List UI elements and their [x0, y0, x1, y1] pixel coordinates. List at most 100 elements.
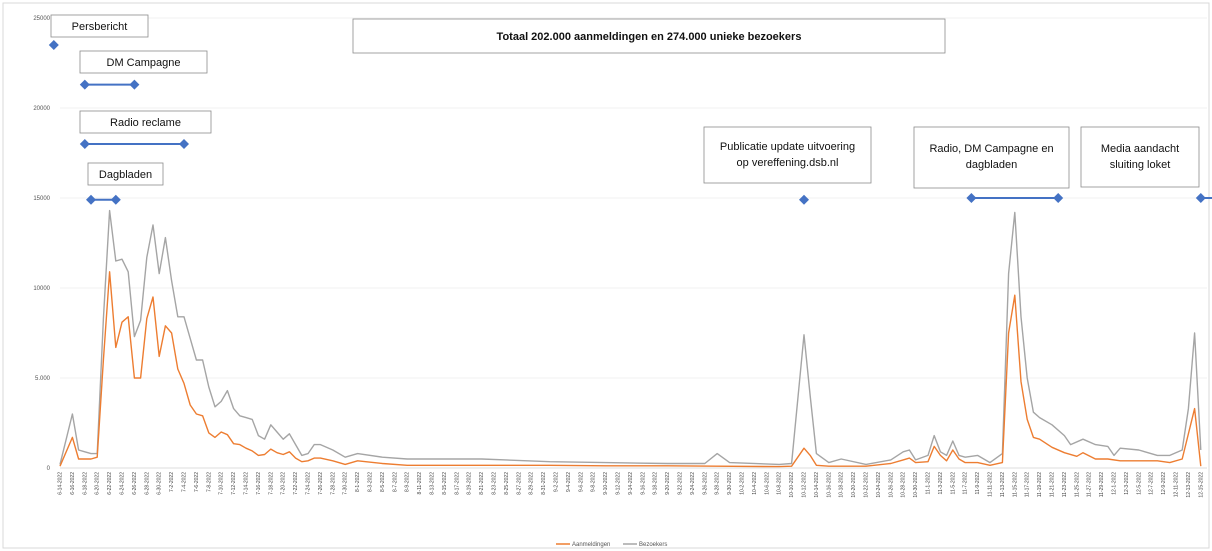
gridlines [60, 17, 1207, 469]
x-tick-label: 7-22-2022 [293, 472, 299, 495]
annotation-diamond-marker [179, 139, 189, 149]
x-tick-label: 7-8-2022 [206, 472, 212, 492]
x-tick-label: 12-11-2022 [1174, 472, 1180, 497]
x-tick-label: 9-18-2022 [653, 472, 659, 495]
x-tick-label: 11-1-2022 [926, 472, 932, 495]
x-tick-label: 12-1-2022 [1112, 472, 1118, 495]
series-line-aanmeldingen [59, 271, 1202, 468]
annotation-diamond-marker [1053, 193, 1064, 203]
annotation-diamond-marker [79, 79, 90, 90]
x-tick-label: 11-29-2022 [1099, 472, 1105, 497]
annotation-diamond-marker [86, 194, 96, 205]
x-tick-label: 6-20-2022 [95, 472, 101, 495]
x-tick-label: 9-12-2022 [616, 472, 622, 495]
x-tick-label: 8-17-2022 [454, 472, 460, 495]
annotation-radio-dm-dagbladen: Radio, DM Campagne en dagbladen [913, 126, 1070, 189]
x-tick-label: 9-4-2022 [566, 472, 572, 492]
x-tick-label: 12-5-2022 [1136, 472, 1142, 495]
x-tick-label: 12-15-2022 [1198, 472, 1204, 498]
x-tick-label: 11-23-2022 [1062, 472, 1068, 497]
x-tick-label: 11-19-2022 [1037, 472, 1043, 497]
annotation-persbericht: Persbericht [50, 14, 149, 38]
x-tick-label: 8-23-2022 [492, 472, 498, 495]
x-tick-label: 10-4-2022 [752, 472, 758, 495]
x-tick-label: 9-24-2022 [690, 472, 696, 495]
annotation-label-line2: op vereffening.dsb.nl [737, 157, 839, 169]
y-tick-label: 0 [47, 466, 51, 472]
x-tick-label: 9-26-2022 [702, 472, 708, 495]
legend: Aanmeldingen Bezoekers [556, 542, 667, 548]
x-tick-label: 8-29-2022 [529, 472, 535, 495]
x-tick-label: 8-13-2022 [430, 472, 436, 495]
x-tick-label: 11-15-2022 [1012, 472, 1018, 497]
x-tick-label: 8-1-2022 [355, 472, 361, 492]
annotation-dagbladen: Dagbladen [87, 162, 164, 186]
series-lines [59, 209, 1202, 468]
annotation-label: Dagbladen [99, 169, 152, 181]
x-tick-label: 6-16-2022 [70, 472, 76, 495]
x-tick-label: 10-20-2022 [851, 472, 857, 498]
x-tick-label: 7-24-2022 [306, 472, 312, 495]
x-tick-label: 7-16-2022 [256, 472, 262, 495]
annotation-diamond-marker [79, 139, 90, 149]
x-tick-label: 6-26-2022 [132, 472, 138, 495]
annotation-label-line1: Media aandacht [1101, 143, 1179, 155]
x-tick-label: 9-22-2022 [678, 472, 684, 495]
annotation-media-aandacht: Media aandacht sluiting loket [1080, 126, 1200, 188]
x-tick-label: 6-28-2022 [144, 472, 150, 495]
y-tick-label: 5.000 [35, 376, 51, 382]
x-tick-label: 10-26-2022 [888, 472, 894, 498]
x-tick-label: 7-6-2022 [194, 472, 200, 492]
legend-item-bezoekers: Bezoekers [623, 542, 667, 548]
x-tick-label: 10-10-2022 [789, 472, 795, 498]
annotation-diamond-marker [129, 79, 140, 90]
x-tick-label: 10-8-2022 [777, 472, 783, 495]
x-tick-label: 8-3-2022 [368, 472, 374, 492]
x-tick-label: 12-3-2022 [1124, 472, 1130, 495]
x-tick-label: 11-5-2022 [950, 472, 956, 495]
annotation-label: Persbericht [72, 21, 128, 33]
x-tick-label: 11-3-2022 [938, 472, 944, 495]
x-tick-label: 9-16-2022 [640, 472, 646, 495]
annotation-label: DM Campagne [107, 57, 181, 69]
x-tick-label: 9-14-2022 [628, 472, 634, 495]
x-tick-label: 12-7-2022 [1149, 472, 1155, 495]
x-tick-label: 6-18-2022 [82, 472, 88, 495]
x-tick-label: 10-30-2022 [913, 472, 919, 498]
annotation-label-line1: Radio, DM Campagne en [929, 143, 1053, 155]
x-tick-label: 9-2-2022 [554, 472, 560, 492]
x-tick-label: 7-30-2022 [343, 472, 349, 495]
x-tick-label: 10-24-2022 [876, 472, 882, 498]
x-tick-label: 9-8-2022 [591, 472, 597, 492]
x-tick-label: 7-18-2022 [268, 472, 274, 495]
x-tick-label: 8-11-2022 [417, 472, 423, 495]
annotation-dm-campagne: DM Campagne [79, 50, 208, 74]
x-tick-label: 10-6-2022 [764, 472, 770, 495]
x-tick-label: 11-27-2022 [1087, 472, 1093, 497]
annotation-label: Radio reclame [110, 117, 181, 129]
legend-label: Bezoekers [639, 542, 667, 548]
x-tick-label: 10-2-2022 [740, 472, 746, 495]
x-tick-label: 11-21-2022 [1050, 472, 1056, 497]
x-tick-label: 11-13-2022 [1000, 472, 1006, 497]
annotation-label-line1: Publicatie update uitvoering [720, 141, 855, 153]
x-tick-label: 8-25-2022 [504, 472, 510, 495]
series-line-bezoekers [59, 209, 1202, 466]
chart-title: Totaal 202.000 aanmeldingen en 274.000 u… [497, 31, 802, 43]
x-tick-label: 7-28-2022 [330, 472, 336, 495]
x-tick-label: 11-7-2022 [963, 472, 969, 495]
x-tick-label: 6-30-2022 [157, 472, 163, 495]
x-tick-label: 10-18-2022 [839, 472, 845, 498]
x-axis-ticks: 6-14-2022 6-16-2022 6-18-2022 6-20-2022 6-22… [58, 472, 1205, 498]
annotation-radio-reclame: Radio reclame [79, 110, 212, 134]
y-tick-label: 20000 [33, 106, 50, 112]
legend-item-aanmeldingen: Aanmeldingen [556, 542, 610, 548]
y-axis-ticks: 0 5.000 10000 15000 20000 25000 [33, 16, 50, 472]
x-tick-label: 9-6-2022 [578, 472, 584, 492]
x-tick-label: 8-9-2022 [405, 472, 411, 492]
x-tick-label: 10-16-2022 [826, 472, 832, 498]
x-tick-label: 8-7-2022 [392, 472, 398, 492]
x-tick-label: 8-31-2022 [541, 472, 547, 495]
x-tick-label: 9-30-2022 [727, 472, 733, 495]
